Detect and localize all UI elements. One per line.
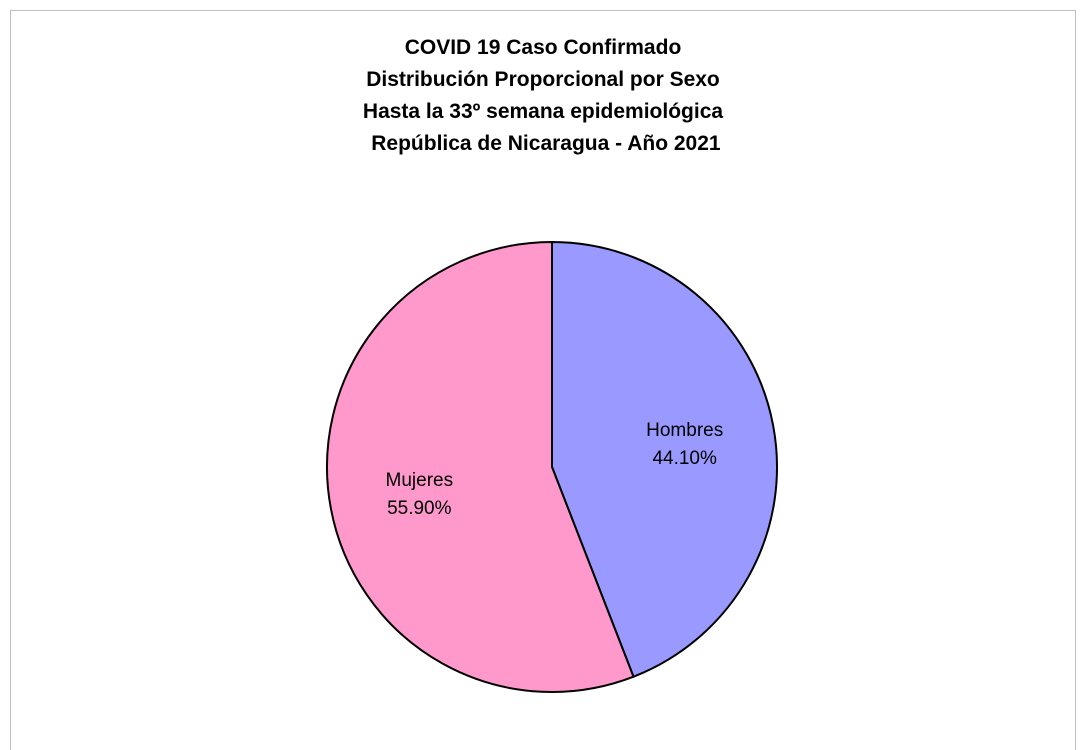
pie-slice-hombres xyxy=(551,240,778,679)
chart-title-line-2: Distribución Proporcional por Sexo xyxy=(366,68,720,91)
chart-title-line-3: Hasta la 33º semana epidemiológica xyxy=(362,100,724,123)
slice-label-name-mujeres: Mujeres xyxy=(386,470,454,491)
chart-title: COVID 19 Caso Confirmado Distribución Pr… xyxy=(0,32,1086,160)
slice-label-value-mujeres: 55.90% xyxy=(387,498,452,519)
chart-title-line-1: COVID 19 Caso Confirmado xyxy=(404,36,682,59)
slice-label-value-hombres: 44.10% xyxy=(652,448,717,469)
pie-slice-mujeres xyxy=(326,240,635,693)
chart-title-line-4: República de Nicaragua - Año 2021 xyxy=(365,132,721,155)
slice-label-name-hombres: Hombres xyxy=(646,420,723,441)
